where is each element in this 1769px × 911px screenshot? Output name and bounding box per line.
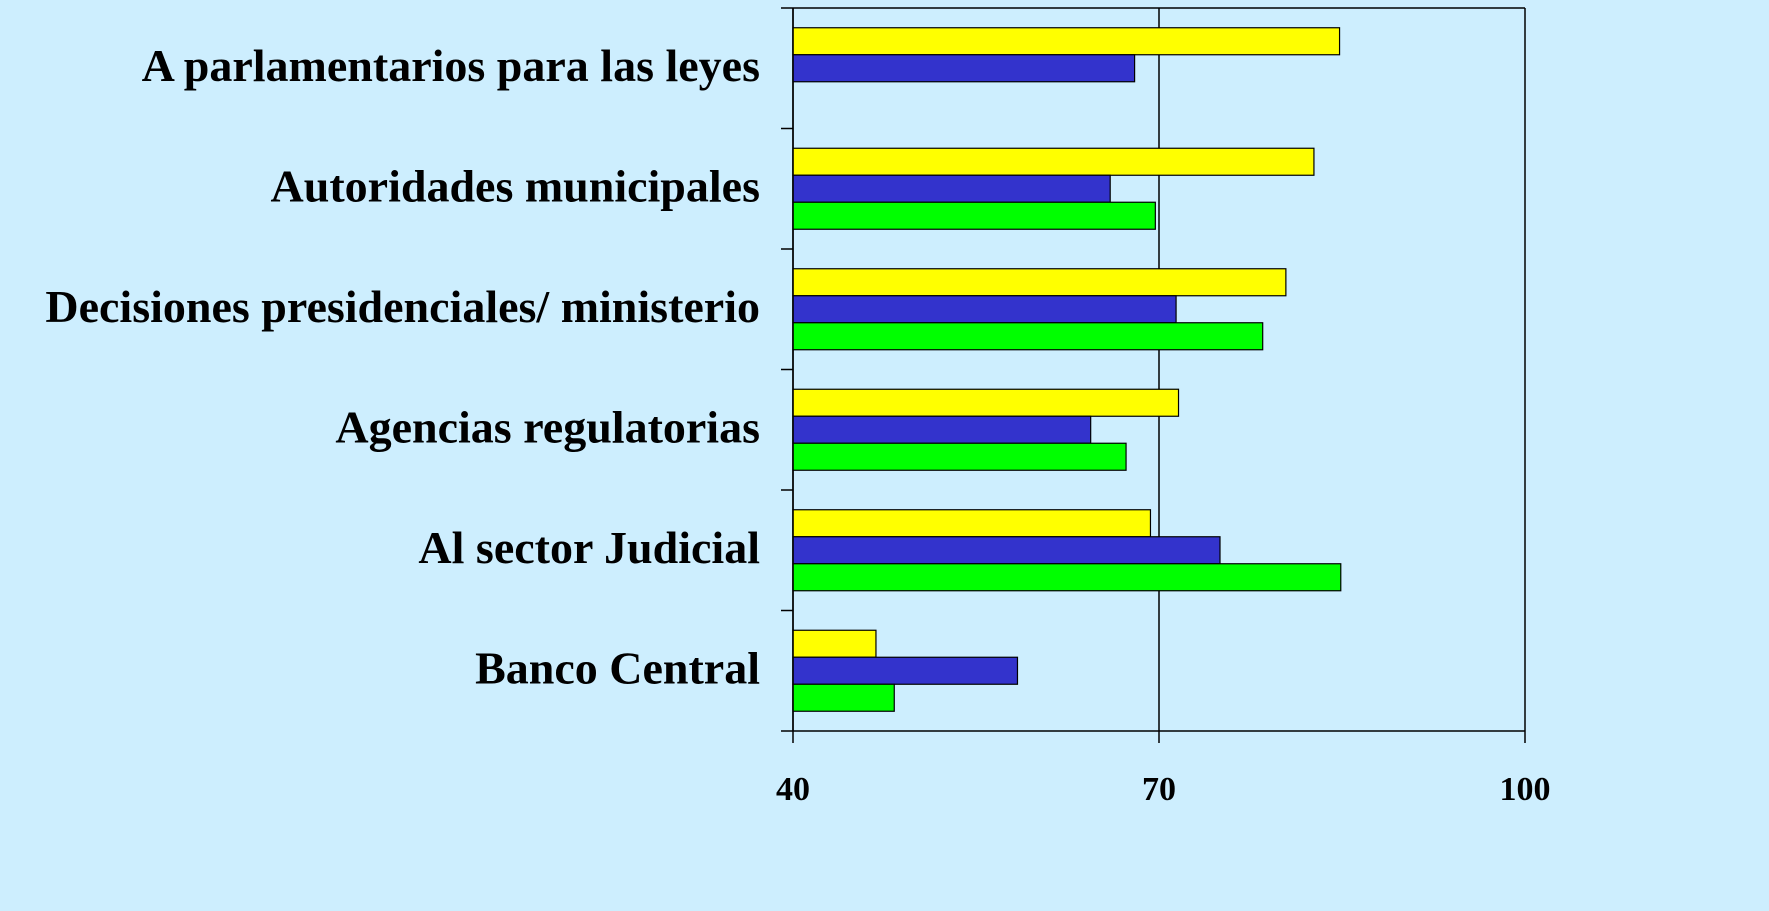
bar <box>792 201 1156 230</box>
category-label: Decisiones presidenciales/ ministerio <box>45 281 760 332</box>
category-label: Al sector Judicial <box>418 522 760 573</box>
bar <box>792 656 1019 685</box>
bar <box>792 629 877 658</box>
bar <box>792 388 1180 417</box>
category-label: A parlamentarios para las leyes <box>142 40 760 91</box>
category-label: Autoridades municipales <box>271 160 760 211</box>
bar <box>792 683 895 712</box>
x-tick-label: 70 <box>1142 771 1176 808</box>
bar <box>792 536 1221 565</box>
category-label: Agencias regulatorias <box>335 401 760 452</box>
bar <box>792 509 1152 538</box>
bar <box>792 147 1315 176</box>
bar <box>792 563 1342 592</box>
bar <box>792 442 1127 471</box>
bar <box>792 268 1287 297</box>
bar <box>792 27 1341 56</box>
x-tick-label: 100 <box>1500 771 1551 808</box>
bar <box>792 295 1177 324</box>
bar <box>792 322 1264 351</box>
bar <box>792 174 1111 203</box>
bar <box>792 54 1136 83</box>
x-tick-label: 40 <box>776 771 810 808</box>
category-label: Banco Central <box>475 642 760 693</box>
bar <box>792 415 1092 444</box>
